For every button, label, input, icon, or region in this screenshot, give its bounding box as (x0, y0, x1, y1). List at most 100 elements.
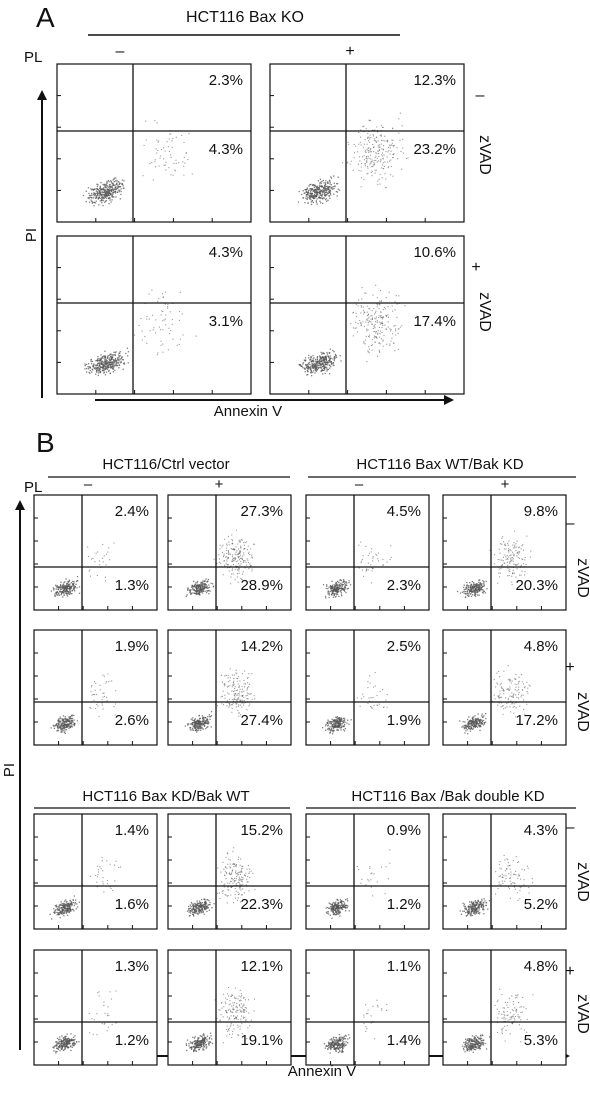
dot (225, 547, 227, 549)
dot (389, 558, 391, 560)
dot (193, 585, 195, 587)
dot (251, 556, 253, 558)
dot (64, 586, 67, 588)
dot (108, 681, 110, 683)
plot-frame (167, 494, 292, 611)
dot (344, 587, 347, 589)
dot (222, 690, 224, 692)
dot (240, 894, 242, 896)
dot (316, 364, 319, 366)
dot (367, 680, 369, 682)
dot (183, 141, 185, 143)
dot (468, 595, 470, 597)
dot (370, 697, 372, 699)
dot (233, 698, 235, 700)
dot (97, 197, 100, 199)
dot (362, 306, 364, 308)
dot (60, 724, 62, 726)
dot (60, 912, 62, 914)
dot (112, 368, 114, 370)
dot (190, 909, 193, 911)
dot (386, 343, 388, 345)
dot (375, 321, 377, 323)
dot (185, 595, 187, 597)
dot (373, 704, 375, 706)
dot (157, 150, 159, 152)
plot-frame (33, 494, 158, 611)
dot (511, 581, 513, 583)
dot (319, 189, 321, 191)
dot (244, 875, 246, 877)
dot (239, 559, 241, 561)
dot (241, 865, 243, 867)
dot (383, 154, 385, 156)
dot (104, 362, 107, 365)
dot (234, 557, 236, 559)
dot (201, 590, 203, 592)
dot (505, 556, 507, 558)
dot (312, 188, 314, 190)
dot (55, 904, 57, 906)
dot (200, 729, 202, 731)
dot (195, 725, 197, 728)
dot (511, 584, 513, 586)
dot (102, 870, 104, 872)
dot (501, 565, 503, 567)
dot (220, 871, 222, 873)
dot (96, 370, 98, 372)
dot (341, 589, 343, 591)
dot (245, 721, 247, 723)
dot (199, 725, 201, 727)
dot (72, 721, 74, 723)
dot (209, 718, 211, 720)
dot (178, 343, 180, 345)
dot (117, 191, 119, 193)
dot (157, 141, 159, 143)
dot (118, 191, 121, 193)
dot (364, 292, 366, 294)
dot (376, 153, 378, 155)
dot (61, 903, 63, 905)
dot (112, 371, 114, 373)
dot (396, 303, 398, 305)
dot (248, 872, 250, 874)
panel-b-row1-sign: – (566, 515, 575, 532)
dot (201, 715, 204, 717)
dot (472, 585, 474, 588)
dot (194, 726, 197, 728)
dot (469, 588, 471, 590)
dot (339, 724, 341, 726)
dot (468, 723, 470, 725)
dot (382, 318, 384, 320)
dot (309, 194, 311, 197)
dot (206, 722, 208, 725)
dot (114, 180, 117, 182)
dot (308, 361, 311, 364)
dot (204, 899, 206, 901)
dot (463, 592, 465, 594)
dot (350, 160, 352, 162)
dot (325, 358, 327, 360)
dot (249, 868, 251, 870)
dot (483, 582, 485, 584)
dot (378, 149, 380, 151)
dot (308, 198, 311, 200)
dot (464, 724, 466, 726)
panel-b-row3-sign: – (566, 819, 575, 836)
dot (163, 319, 165, 321)
dot (194, 723, 197, 725)
dot (325, 195, 327, 197)
dot (397, 332, 399, 334)
dot (198, 715, 200, 717)
dot (57, 909, 59, 911)
dot (368, 320, 370, 322)
dot (156, 122, 158, 124)
dot (468, 722, 470, 724)
dot (233, 694, 235, 696)
dot (377, 150, 379, 152)
dot (96, 886, 98, 888)
dot (320, 356, 322, 358)
dot (236, 569, 238, 571)
dot (110, 181, 112, 183)
dot (106, 365, 109, 367)
